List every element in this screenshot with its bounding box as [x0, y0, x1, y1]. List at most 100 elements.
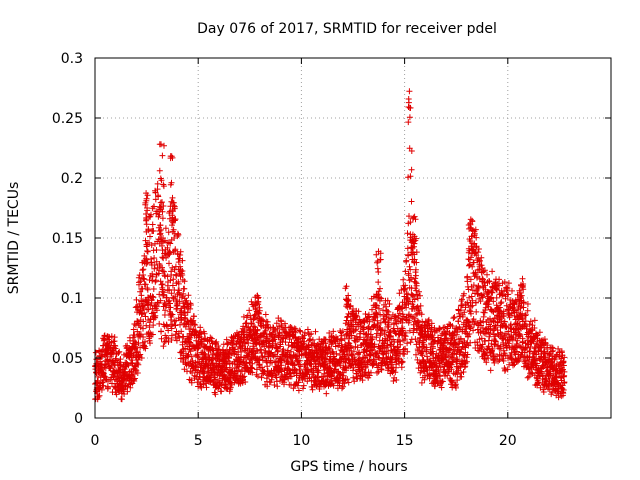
- data-point: [428, 320, 435, 327]
- data-point: [374, 369, 380, 376]
- data-point: [144, 248, 151, 255]
- data-point: [218, 388, 225, 395]
- data-point: [139, 267, 146, 274]
- data-point: [301, 338, 308, 345]
- data-point: [288, 373, 295, 380]
- data-point: [155, 193, 162, 200]
- data-point: [149, 221, 156, 228]
- data-point: [348, 344, 355, 351]
- data-point: [105, 360, 112, 367]
- data-point: [312, 328, 319, 335]
- data-point: [121, 391, 128, 397]
- data-point: [287, 353, 294, 360]
- data-point: [399, 358, 406, 365]
- y-tick-label: 0.25: [52, 111, 83, 127]
- data-point: [179, 257, 186, 264]
- data-point: [168, 332, 175, 339]
- data-point: [364, 314, 371, 321]
- data-point: [159, 268, 166, 275]
- data-point: [166, 260, 172, 267]
- data-point: [350, 364, 357, 371]
- data-point: [154, 299, 161, 306]
- data-point: [412, 266, 419, 273]
- data-point: [315, 367, 322, 374]
- data-point: [150, 294, 157, 301]
- data-point: [387, 333, 394, 339]
- x-tick-label: 20: [499, 433, 517, 449]
- data-point: [301, 332, 308, 339]
- data-point: [296, 366, 303, 373]
- data-point: [131, 338, 138, 344]
- data-point: [115, 349, 122, 356]
- data-point: [261, 369, 268, 375]
- data-point: [249, 360, 256, 367]
- data-point: [159, 264, 165, 271]
- data-point: [357, 334, 364, 341]
- data-point: [299, 377, 306, 383]
- data-point: [185, 292, 192, 299]
- y-tick-label: 0.05: [52, 351, 83, 367]
- data-point: [151, 262, 158, 268]
- data-point: [108, 333, 115, 340]
- data-point: [95, 394, 102, 400]
- data-point: [382, 303, 389, 310]
- data-point: [195, 354, 202, 361]
- data-point: [145, 306, 152, 313]
- data-point: [105, 384, 111, 391]
- data-point: [170, 226, 177, 233]
- data-point: [370, 358, 377, 364]
- data-point: [142, 345, 149, 352]
- data-point: [140, 266, 147, 273]
- data-point: [419, 352, 426, 359]
- data-point: [179, 268, 186, 274]
- data-point: [322, 340, 329, 347]
- data-point: [128, 371, 135, 378]
- data-point: [164, 273, 171, 280]
- data-point: [262, 347, 269, 354]
- y-tick-label: 0.2: [61, 171, 83, 187]
- data-point: [156, 211, 163, 218]
- data-point: [390, 378, 397, 384]
- data-point: [142, 237, 149, 244]
- data-point: [264, 383, 271, 390]
- data-point: [151, 255, 158, 261]
- data-point: [158, 226, 164, 233]
- data-point: [153, 277, 159, 284]
- data-point: [153, 247, 160, 253]
- data-point: [384, 342, 391, 349]
- data-point: [308, 341, 315, 348]
- data-point: [162, 225, 169, 232]
- data-point: [166, 297, 173, 304]
- data-point: [402, 282, 409, 289]
- data-point: [146, 319, 153, 326]
- data-point: [187, 305, 194, 312]
- data-point: [366, 372, 373, 379]
- data-point: [175, 231, 182, 238]
- data-point: [424, 353, 430, 360]
- data-point: [178, 328, 185, 335]
- data-point: [426, 372, 433, 379]
- data-point: [425, 318, 431, 325]
- data-point: [118, 396, 125, 403]
- data-point: [296, 327, 303, 334]
- data-point: [339, 369, 346, 376]
- data-point: [408, 274, 415, 281]
- data-point: [323, 390, 330, 397]
- data-point: [255, 362, 262, 369]
- data-point: [313, 383, 320, 389]
- data-point: [163, 254, 170, 261]
- data-point: [340, 372, 347, 379]
- data-point: [136, 281, 142, 288]
- data-point: [393, 377, 400, 383]
- data-point: [171, 235, 178, 241]
- y-axis-label: SRMTID / TECUs: [6, 182, 22, 295]
- data-point: [407, 266, 414, 273]
- data-point: [282, 320, 288, 327]
- data-point: [404, 230, 411, 237]
- data-point: [369, 336, 376, 343]
- data-point: [177, 248, 184, 255]
- data-point: [397, 341, 404, 348]
- data-point: [195, 344, 202, 351]
- data-point: [328, 341, 335, 348]
